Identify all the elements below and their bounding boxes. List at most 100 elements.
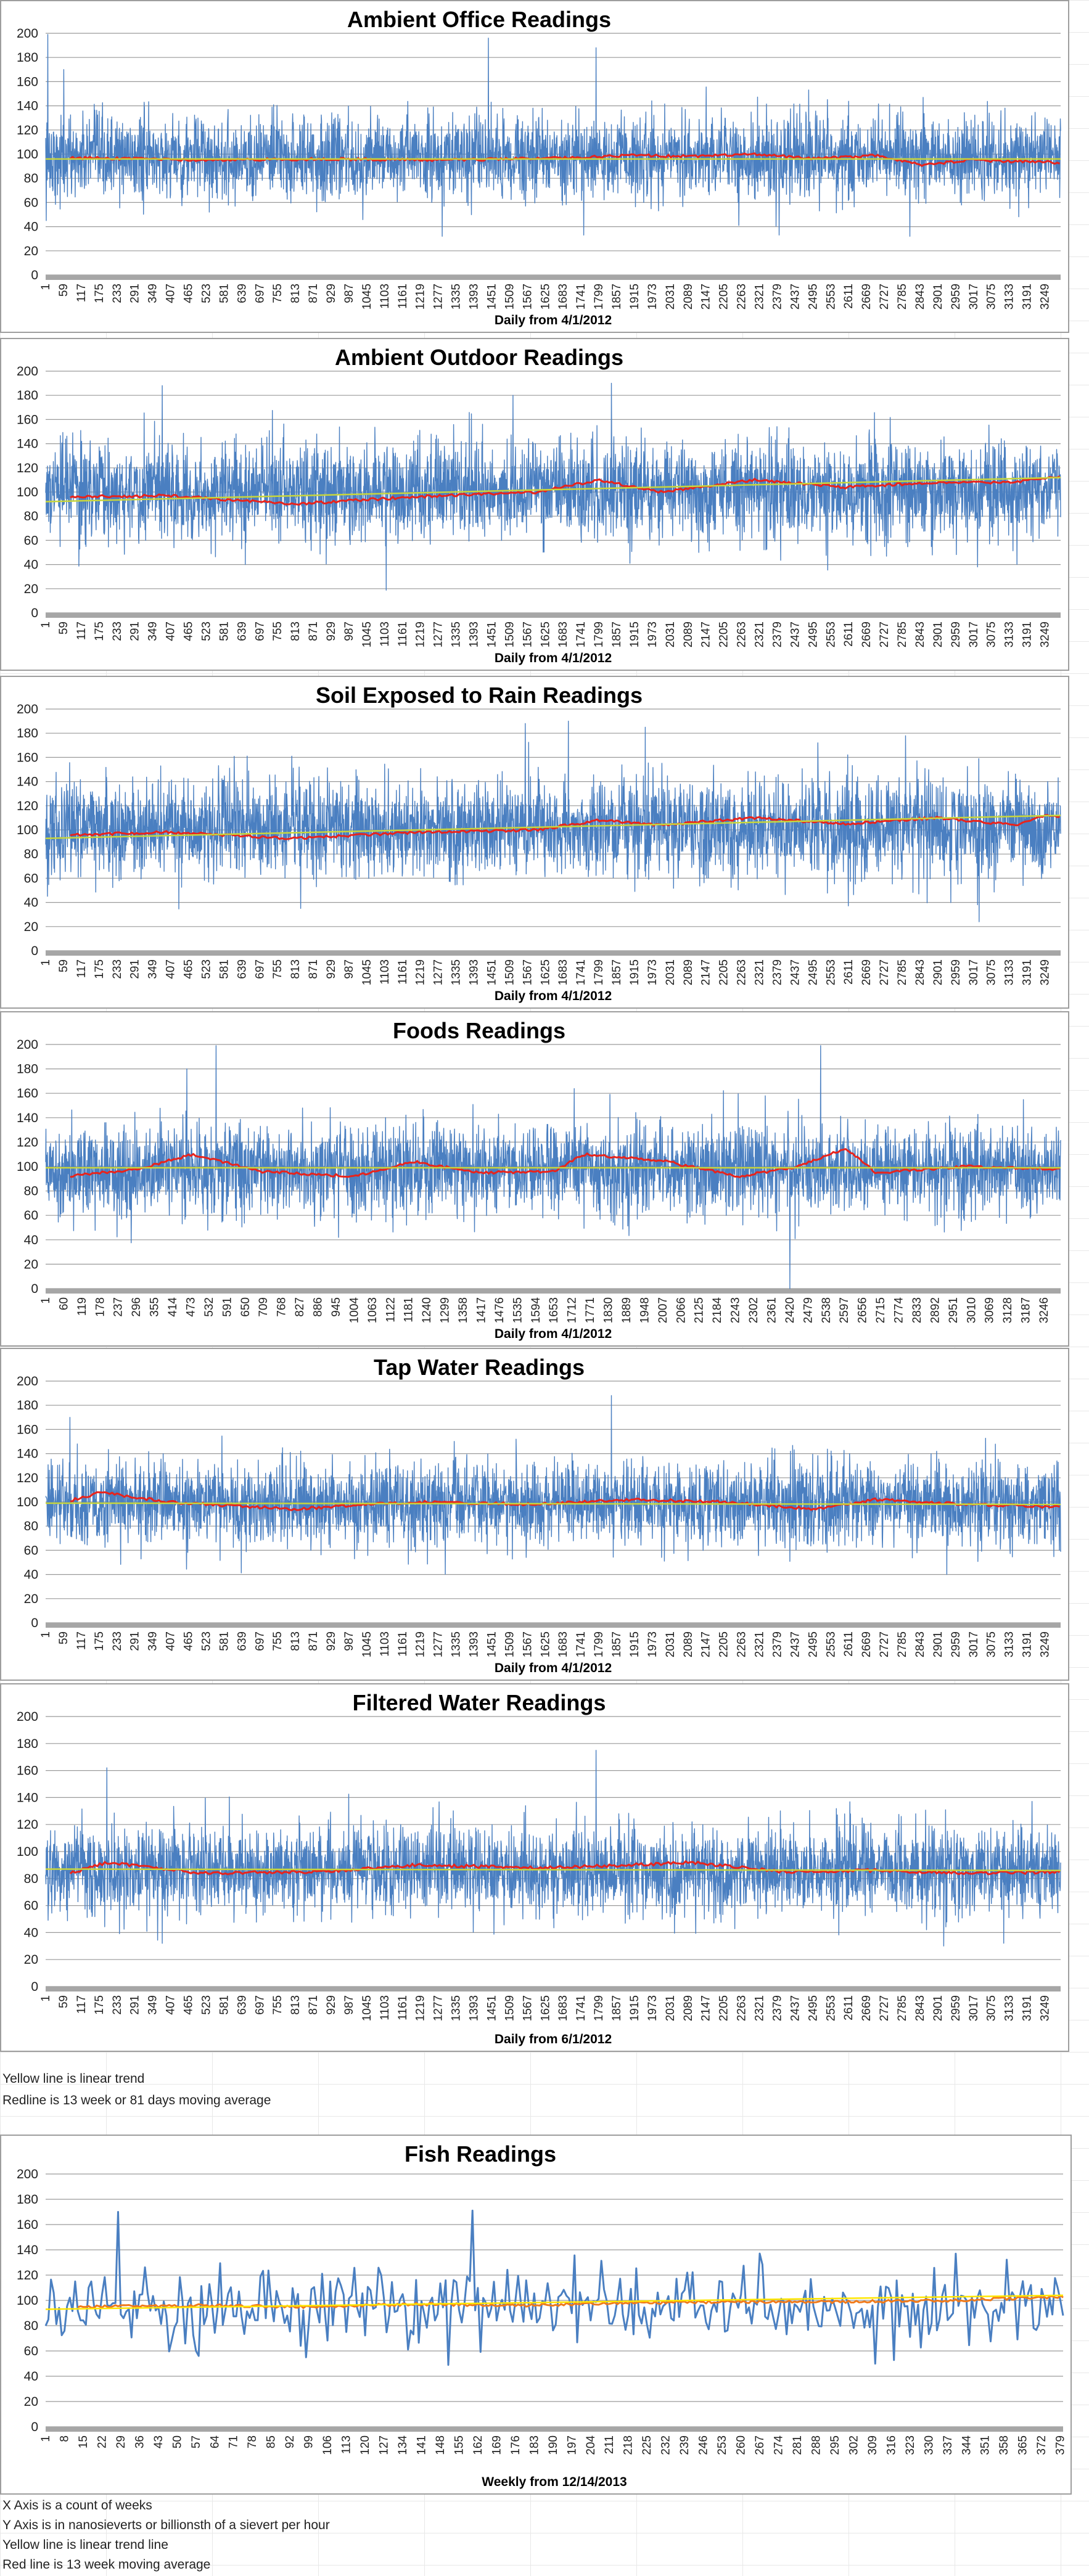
x-tick-label: 3128 [1001, 1297, 1014, 1323]
y-tick-label: 60 [24, 1208, 38, 1223]
y-tick-label: 100 [17, 823, 38, 837]
chart-title: Ambient Outdoor Readings [335, 345, 623, 370]
x-tick-label: 2321 [754, 959, 766, 985]
x-tick-label: 523 [200, 621, 213, 641]
x-tick-label: 92 [284, 2435, 297, 2448]
chart-svg: Fish Readings 0 20 40 60 80 100 120 140 160 180 200… [17, 2141, 1067, 2489]
x-tick-label: 3191 [1021, 959, 1034, 985]
x-tick-label: 1741 [575, 621, 588, 647]
y-tick-label: 120 [17, 1818, 38, 1832]
x-tick-label: 1219 [414, 284, 427, 310]
x-tick-label: 465 [183, 1995, 195, 2015]
x-tick-label: 1161 [397, 1631, 409, 1657]
x-tick-label: 162 [472, 2435, 485, 2455]
x-tick-label: 2205 [718, 284, 731, 310]
x-tick-label: 1299 [439, 1297, 452, 1323]
x-tick-label: 2031 [664, 1631, 677, 1657]
x-tick-label: 1393 [468, 621, 481, 647]
x-tick-label: 929 [325, 1631, 338, 1651]
x-tick-label: 295 [829, 2435, 842, 2455]
x-tick-label: 465 [183, 1631, 195, 1651]
x-tick-label: 1451 [485, 1631, 498, 1657]
x-tick-label: 2321 [754, 284, 766, 310]
x-tick-label: 349 [147, 1631, 160, 1651]
x-tick-label: 1741 [575, 1631, 588, 1657]
x-tick-label: 697 [253, 959, 266, 979]
y-tick-label: 120 [17, 123, 38, 137]
x-tick-label: 581 [218, 1995, 231, 2015]
x-tick-label: 1509 [503, 1631, 516, 1657]
x-tick-label: 3191 [1021, 1995, 1034, 2021]
x-tick-label: 407 [165, 621, 178, 641]
x-tick-label: 987 [343, 1995, 356, 2015]
x-tick-label: 929 [325, 959, 338, 979]
y-tick-label: 200 [17, 1374, 38, 1388]
x-tick-label: 1948 [638, 1297, 651, 1323]
x-axis [46, 1987, 1061, 1991]
y-tick-label: 200 [17, 1038, 38, 1052]
x-tick-label: 1 [39, 621, 52, 628]
x-tick-label: 2379 [771, 621, 784, 647]
x-tick-label: 1799 [593, 284, 606, 310]
x-tick-label: 1857 [610, 1631, 623, 1657]
x-tick-label: 349 [147, 959, 160, 979]
x-tick-label: 183 [528, 2435, 541, 2455]
y-tick-label: 100 [17, 147, 38, 162]
x-tick-label: 1567 [521, 1631, 534, 1657]
x-tick-label: 929 [325, 1995, 338, 2015]
y-tick-label: 200 [17, 1710, 38, 1724]
x-tick-label: 1122 [384, 1297, 397, 1323]
x-tick-label: 1451 [485, 959, 498, 985]
x-tick-label: 1857 [610, 284, 623, 310]
chart-svg: Foods Readings02040608010012014016018020… [17, 1018, 1061, 1341]
x-tick-label: 1973 [646, 284, 659, 310]
x-tick-label: 813 [289, 621, 302, 641]
x-tick-label: 2379 [771, 1995, 784, 2021]
x-tick-label: 1451 [485, 621, 498, 647]
y-tick-label: 140 [17, 437, 38, 451]
x-axis [46, 951, 1061, 956]
x-tick-label: 886 [312, 1297, 325, 1317]
x-tick-label: 813 [289, 284, 302, 303]
x-tick-label: 1161 [397, 284, 409, 309]
chart-title: Fish Readings [405, 2141, 556, 2167]
x-tick-label: 1277 [432, 959, 445, 985]
ambient-outdoor-chart: Ambient Outdoor Readings 0 20 40 60 80 100 120 1… [0, 338, 1069, 671]
x-tick-label: 175 [93, 959, 106, 979]
x-tick-label: 945 [330, 1297, 343, 1317]
y-tick-label: 80 [24, 847, 38, 861]
y-tick-label: 0 [31, 2420, 38, 2434]
x-tick-label: 3010 [965, 1297, 978, 1323]
x-tick-label: 253 [716, 2435, 729, 2455]
y-tick-label: 40 [24, 896, 38, 910]
x-tick-label: 3017 [968, 1631, 980, 1657]
x-tick-label: 1161 [397, 621, 409, 647]
x-tick-label: 755 [271, 621, 284, 641]
x-tick-label: 2785 [896, 959, 909, 985]
x-tick-label: 1335 [450, 1631, 463, 1657]
x-tick-label: 1712 [566, 1297, 579, 1323]
y-tick-label: 0 [31, 1616, 38, 1630]
x-tick-label: 581 [218, 621, 231, 641]
x-tick-label: 323 [904, 2435, 917, 2455]
x-tick-label: 2669 [860, 284, 873, 310]
x-tick-label: 2669 [860, 621, 873, 647]
x-tick-label: 2147 [700, 284, 713, 310]
y-tick-label: 160 [17, 750, 38, 765]
note-y-axis: Y Axis is in nanosieverts or billionsth … [2, 2518, 330, 2532]
x-tick-label: 1335 [450, 284, 463, 310]
x-tick-label: 2553 [824, 959, 837, 985]
x-tick-label: 2727 [878, 1631, 891, 1657]
y-tick-label: 100 [17, 2294, 38, 2308]
x-tick-label: 2959 [950, 1995, 963, 2021]
x-tick-label: 2901 [932, 1995, 945, 2021]
x-tick-label: 2495 [807, 959, 820, 985]
y-tick-label: 100 [17, 1160, 38, 1174]
x-tick-label: 407 [165, 959, 178, 979]
x-tick-label: 1004 [348, 1297, 361, 1324]
x-tick-label: 2901 [932, 959, 945, 985]
y-tick-label: 60 [24, 1899, 38, 1913]
y-tick-label: 180 [17, 726, 38, 740]
x-tick-label: 59 [57, 1631, 70, 1644]
x-tick-label: 1045 [361, 1631, 374, 1657]
